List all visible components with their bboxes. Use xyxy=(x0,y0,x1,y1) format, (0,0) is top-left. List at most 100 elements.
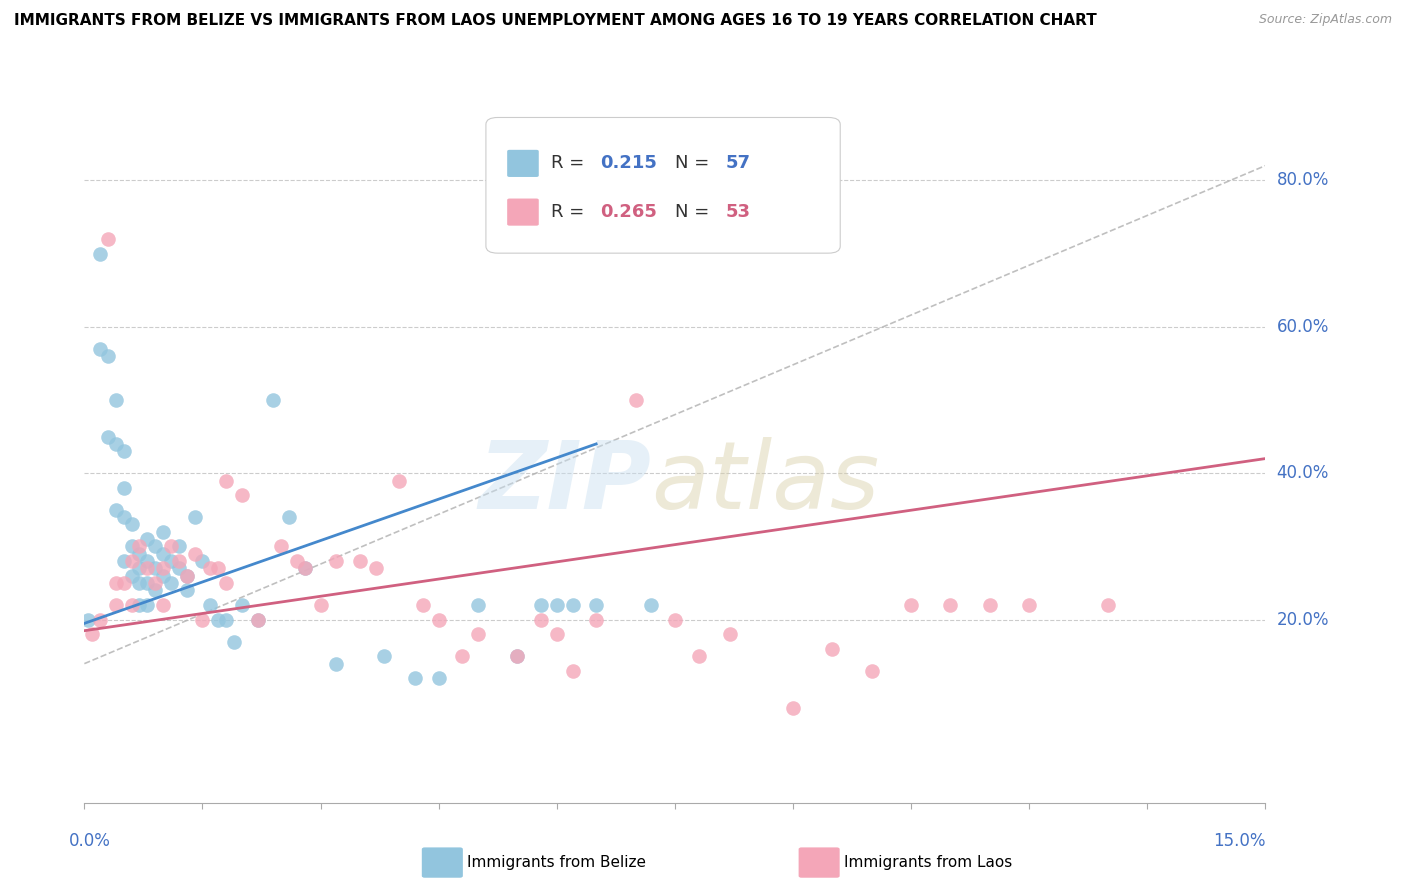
Point xyxy=(1097,598,1119,612)
Point xyxy=(427,671,450,685)
Point xyxy=(309,598,332,612)
Point xyxy=(77,613,100,627)
Point xyxy=(97,232,120,246)
Point xyxy=(427,613,450,627)
Text: 20.0%: 20.0% xyxy=(1277,611,1329,629)
Point xyxy=(97,349,120,363)
Point xyxy=(143,561,166,575)
Point xyxy=(104,392,127,407)
Point xyxy=(1018,598,1040,612)
Text: 80.0%: 80.0% xyxy=(1277,171,1329,189)
Point xyxy=(325,554,347,568)
Point xyxy=(121,554,143,568)
Point xyxy=(112,510,135,524)
Point xyxy=(89,342,111,356)
Point xyxy=(128,598,150,612)
Text: IMMIGRANTS FROM BELIZE VS IMMIGRANTS FROM LAOS UNEMPLOYMENT AMONG AGES 16 TO 19 : IMMIGRANTS FROM BELIZE VS IMMIGRANTS FRO… xyxy=(14,13,1097,29)
Point xyxy=(136,598,159,612)
Point xyxy=(231,598,253,612)
Point xyxy=(294,561,316,575)
Point xyxy=(167,554,190,568)
Point xyxy=(176,568,198,582)
Point xyxy=(215,576,238,591)
Point xyxy=(89,613,111,627)
Point xyxy=(112,554,135,568)
Point xyxy=(718,627,741,641)
Point xyxy=(207,613,229,627)
Point xyxy=(821,642,844,657)
Point xyxy=(176,583,198,598)
Point xyxy=(167,561,190,575)
Point xyxy=(939,598,962,612)
Point xyxy=(152,568,174,582)
Text: Immigrants from Belize: Immigrants from Belize xyxy=(467,855,647,870)
Point xyxy=(624,392,647,407)
Point xyxy=(412,598,434,612)
Point xyxy=(121,517,143,532)
Point xyxy=(506,649,529,664)
Point xyxy=(112,576,135,591)
Point xyxy=(160,576,183,591)
Text: 15.0%: 15.0% xyxy=(1213,832,1265,850)
Text: 0.265: 0.265 xyxy=(600,203,657,221)
Point xyxy=(104,503,127,517)
Point xyxy=(143,583,166,598)
Point xyxy=(200,561,222,575)
Point xyxy=(467,598,489,612)
Point xyxy=(97,429,120,443)
Point xyxy=(585,613,607,627)
Point xyxy=(128,576,150,591)
Point xyxy=(215,474,238,488)
Point xyxy=(160,540,183,554)
Point xyxy=(222,634,245,648)
Point xyxy=(183,547,205,561)
Point xyxy=(585,598,607,612)
Point xyxy=(546,627,568,641)
Point xyxy=(530,598,553,612)
Point xyxy=(121,568,143,582)
Point xyxy=(561,598,583,612)
Point xyxy=(89,246,111,260)
Point xyxy=(191,554,214,568)
Text: atlas: atlas xyxy=(651,437,880,528)
Point xyxy=(294,561,316,575)
Text: R =: R = xyxy=(551,203,589,221)
Text: 53: 53 xyxy=(725,203,751,221)
Point xyxy=(546,598,568,612)
Text: ZIP: ZIP xyxy=(478,437,651,529)
Text: R =: R = xyxy=(551,154,589,172)
Point xyxy=(270,540,292,554)
Point xyxy=(200,598,222,612)
Point xyxy=(388,474,411,488)
Point xyxy=(231,488,253,502)
Point xyxy=(325,657,347,671)
Point xyxy=(167,540,190,554)
Text: 40.0%: 40.0% xyxy=(1277,464,1329,483)
Point xyxy=(152,561,174,575)
Point xyxy=(467,627,489,641)
FancyBboxPatch shape xyxy=(508,150,538,177)
FancyBboxPatch shape xyxy=(508,199,538,226)
Point xyxy=(104,437,127,451)
Point xyxy=(246,613,269,627)
Text: 0.0%: 0.0% xyxy=(69,832,111,850)
Point xyxy=(860,664,883,678)
Point xyxy=(152,524,174,539)
Point xyxy=(128,547,150,561)
Point xyxy=(278,510,301,524)
Point xyxy=(152,547,174,561)
Point xyxy=(143,540,166,554)
Text: Immigrants from Laos: Immigrants from Laos xyxy=(844,855,1012,870)
Point xyxy=(136,576,159,591)
Point xyxy=(215,613,238,627)
Point xyxy=(262,392,284,407)
Point xyxy=(506,649,529,664)
Point xyxy=(373,649,395,664)
Point xyxy=(900,598,922,612)
Point xyxy=(152,598,174,612)
Point xyxy=(136,532,159,546)
Text: Source: ZipAtlas.com: Source: ZipAtlas.com xyxy=(1258,13,1392,27)
Point xyxy=(136,554,159,568)
Point xyxy=(143,576,166,591)
Point xyxy=(782,700,804,714)
